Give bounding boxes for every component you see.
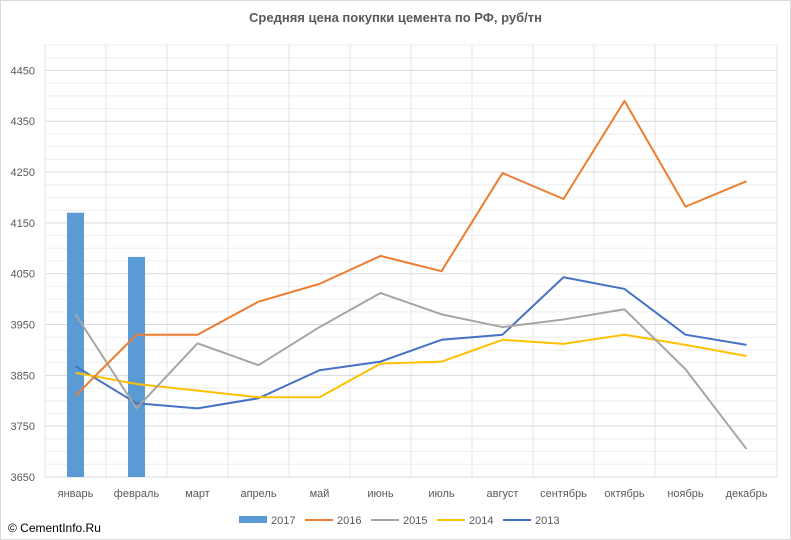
x-tick-label: декабрь: [726, 488, 768, 500]
grid-lines: [44, 44, 778, 478]
y-tick-label: 4350: [11, 116, 35, 128]
copyright-text: © CementInfo.Ru: [8, 521, 101, 535]
x-tick-label: сентябрь: [540, 488, 587, 500]
legend: 2017 2016 2015 2014 2013: [239, 515, 559, 527]
x-tick-label: август: [487, 488, 519, 500]
y-tick-label: 3750: [11, 421, 35, 433]
y-axis-ticks: 3650 3750 3850 3950 4050 4150 4250 4350 4450: [11, 65, 35, 484]
legend-label-2013: 2013: [535, 515, 559, 527]
chart-title: Средняя цена покупки цемента по РФ, руб/…: [249, 10, 542, 25]
x-axis-ticks: январь февраль март апрель май июнь июль август…: [58, 488, 768, 500]
x-tick-label: июль: [428, 488, 455, 500]
legend-swatch-2017: [239, 516, 267, 523]
x-tick-label: июнь: [367, 488, 393, 500]
line-series: [74, 99, 748, 450]
series-line-2015: [74, 292, 748, 450]
x-tick-label: ноябрь: [667, 488, 704, 500]
x-tick-label: январь: [58, 488, 94, 500]
y-tick-label: 3650: [11, 472, 35, 484]
y-tick-label: 4250: [11, 167, 35, 179]
series-line-2014: [75, 333, 747, 399]
x-tick-label: апрель: [240, 488, 276, 500]
series-line-2016: [74, 99, 747, 397]
x-tick-label: октябрь: [604, 488, 644, 500]
legend-label-2014: 2014: [469, 515, 493, 527]
bar-2017: [67, 212, 84, 477]
legend-label-2016: 2016: [337, 515, 361, 527]
x-tick-label: март: [185, 488, 210, 500]
legend-label-2015: 2015: [403, 515, 427, 527]
y-tick-label: 4450: [11, 65, 35, 77]
x-tick-label: май: [310, 488, 330, 500]
x-tick-label: февраль: [114, 488, 160, 500]
y-tick-label: 4150: [11, 218, 35, 230]
bar-2017: [128, 256, 145, 477]
bar-series: [67, 212, 145, 477]
y-tick-label: 3850: [11, 370, 35, 382]
y-tick-label: 4050: [11, 269, 35, 281]
series-line-2013: [74, 276, 747, 410]
y-tick-label: 3950: [11, 320, 35, 332]
legend-label-2017: 2017: [271, 515, 295, 527]
